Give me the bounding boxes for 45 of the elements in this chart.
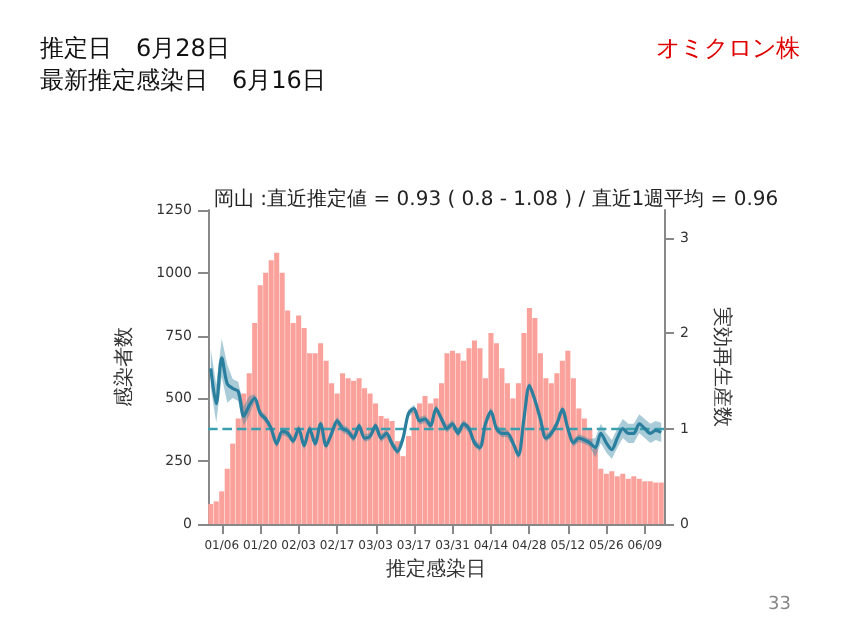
bar bbox=[367, 393, 373, 524]
bar bbox=[422, 395, 428, 524]
bar bbox=[449, 350, 456, 524]
bar bbox=[411, 410, 417, 524]
text: 最新推定感染日 6月16日 bbox=[40, 66, 326, 94]
bar bbox=[620, 473, 626, 524]
bar bbox=[488, 333, 494, 524]
bar bbox=[526, 307, 532, 524]
bar bbox=[642, 481, 648, 524]
bar bbox=[340, 373, 346, 524]
bar bbox=[477, 348, 483, 524]
bar bbox=[356, 378, 362, 524]
y-axis-title: 感染者数 bbox=[111, 327, 136, 407]
bar bbox=[427, 403, 434, 524]
text: 33 bbox=[768, 595, 791, 615]
bar bbox=[384, 418, 390, 524]
bar bbox=[565, 350, 571, 524]
bar bbox=[268, 260, 274, 524]
bar bbox=[603, 473, 609, 524]
bar bbox=[625, 478, 631, 524]
bar bbox=[636, 478, 642, 524]
bar bbox=[609, 471, 615, 524]
line-series bbox=[209, 356, 663, 457]
bar bbox=[455, 353, 461, 524]
text: 推定日 6月28日 bbox=[40, 34, 230, 62]
bar bbox=[208, 503, 214, 524]
bar bbox=[416, 403, 423, 524]
bar bbox=[351, 380, 357, 524]
bar bbox=[345, 378, 351, 524]
bar bbox=[647, 481, 653, 524]
y2-axis-title: 実効再生産数 bbox=[709, 307, 734, 427]
bar bbox=[444, 353, 450, 524]
bar bbox=[274, 252, 280, 524]
text: オミクロン株 bbox=[656, 34, 800, 62]
bar bbox=[318, 343, 324, 524]
bar bbox=[296, 315, 302, 524]
bar bbox=[653, 482, 659, 524]
bar bbox=[466, 348, 472, 524]
bar bbox=[614, 476, 620, 524]
bar bbox=[631, 476, 637, 524]
bar bbox=[389, 421, 395, 524]
x-axis-title: 推定感染日 bbox=[386, 557, 486, 581]
bar bbox=[471, 340, 477, 524]
bar bbox=[658, 482, 664, 524]
chart-title: 岡山 :直近推定値 = 0.93 ( 0.8 - 1.08 ) / 直近1週平均 = 0.96 bbox=[214, 187, 779, 211]
